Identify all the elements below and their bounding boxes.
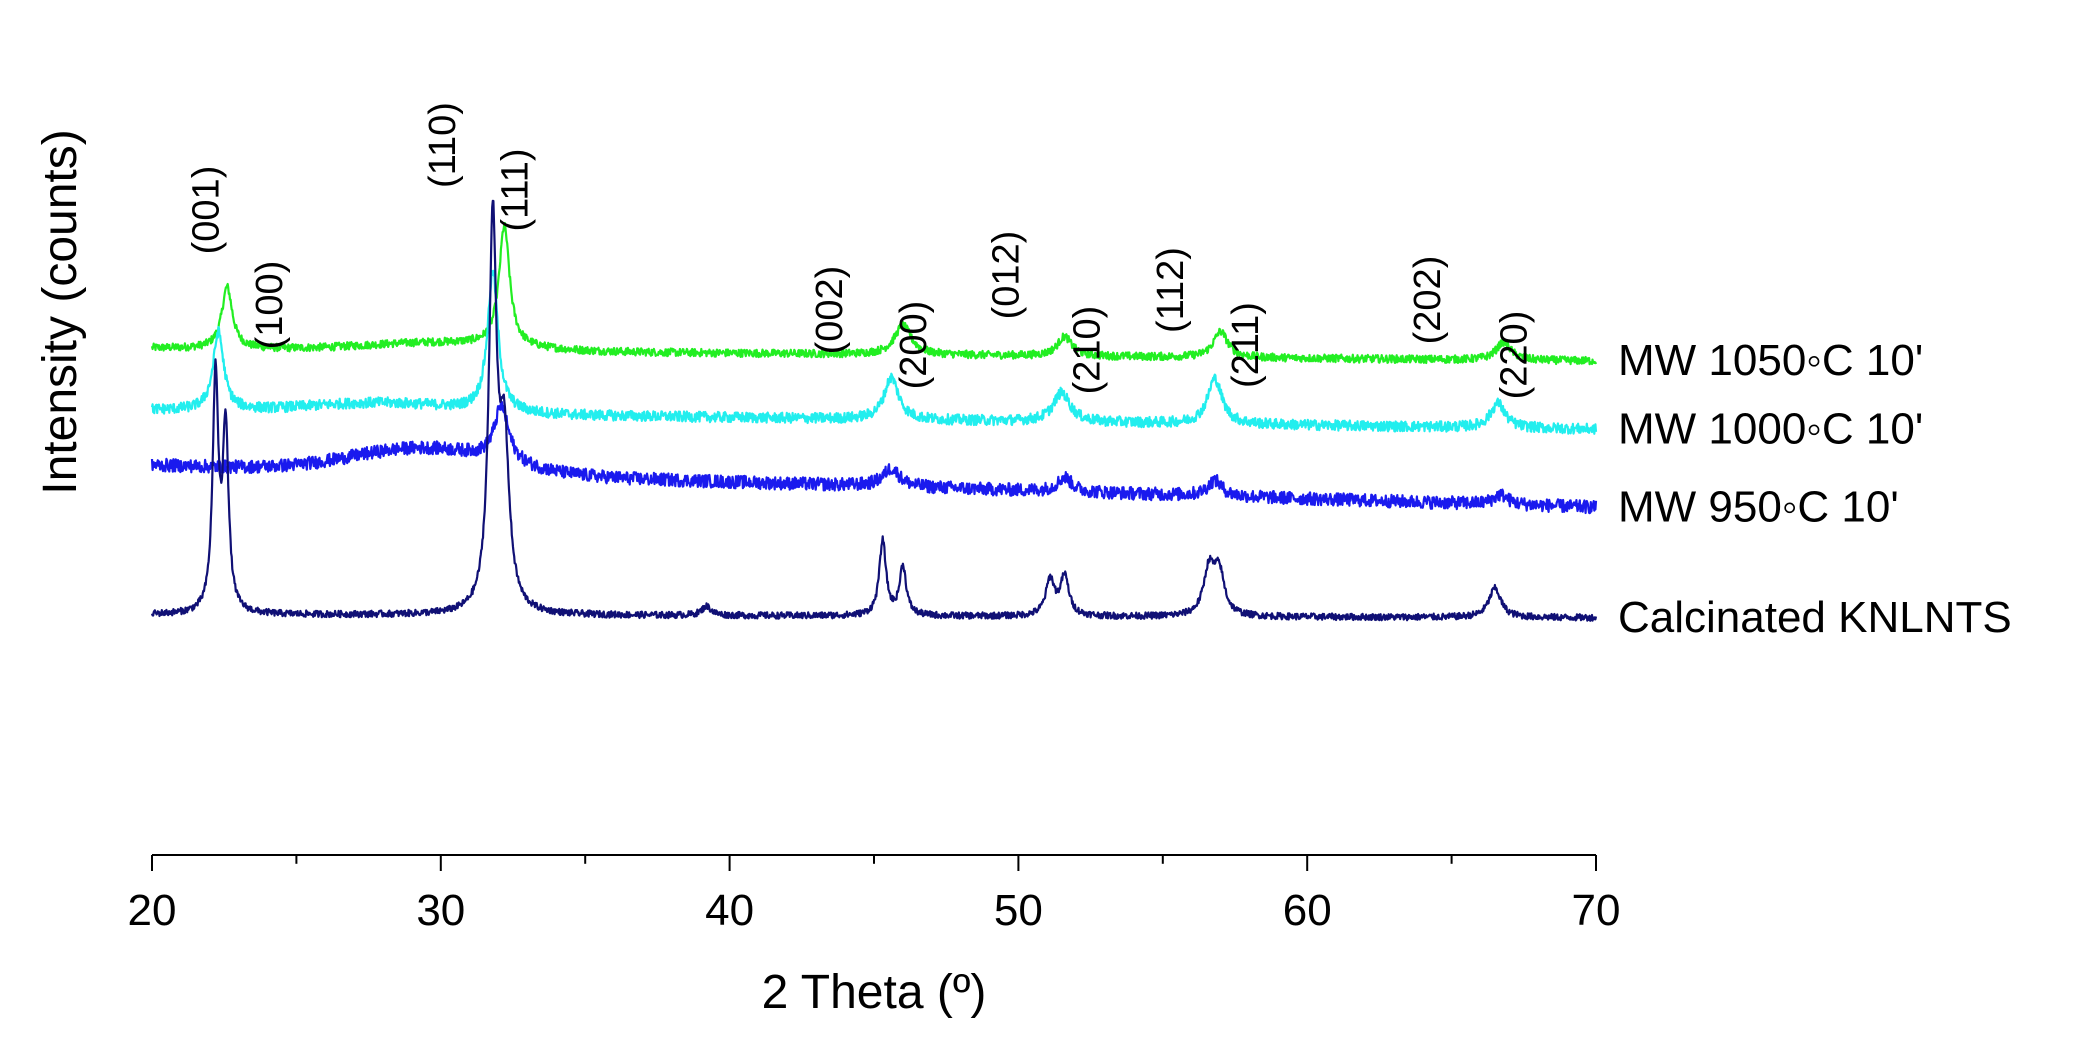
series-label-0: MW 1050◦C 10' bbox=[1618, 336, 1923, 385]
peak-label: (001) bbox=[185, 166, 227, 255]
series-line-0 bbox=[150, 222, 1598, 366]
x-tick-label: 70 bbox=[1572, 886, 1621, 935]
x-axis-label: 2 Theta (º) bbox=[762, 966, 987, 1019]
peak-label: (210) bbox=[1066, 306, 1108, 395]
peak-label: (100) bbox=[249, 261, 291, 350]
y-axis-label: Intensity (counts) bbox=[34, 129, 87, 494]
x-tick-label: 60 bbox=[1283, 886, 1332, 935]
series-line-3 bbox=[150, 199, 1598, 622]
series-labels: MW 1050◦C 10' MW 1000◦C 10' MW 950◦C 10' Ca… bbox=[1618, 336, 2012, 642]
x-tick-label: 40 bbox=[705, 886, 754, 935]
peak-label: (211) bbox=[1225, 302, 1267, 388]
series-line-2 bbox=[150, 401, 1598, 515]
peak-label: (110) bbox=[422, 102, 464, 188]
x-tick-label: 30 bbox=[416, 886, 465, 935]
x-tick-label: 50 bbox=[994, 886, 1043, 935]
peak-label: (202) bbox=[1407, 256, 1449, 345]
series-line-1 bbox=[150, 269, 1598, 435]
peak-label: (002) bbox=[809, 266, 851, 355]
series-label-3: Calcinated KNLNTS bbox=[1618, 593, 2012, 642]
x-tick-label: 20 bbox=[128, 886, 177, 935]
peak-label: (112) bbox=[1150, 247, 1192, 333]
peak-label: (012) bbox=[985, 231, 1027, 320]
peak-label: (200) bbox=[893, 301, 935, 390]
peak-labels: (001) (100) (110) (111) (002) (200) (012) (210)… bbox=[185, 102, 1535, 399]
series-label-1: MW 1000◦C 10' bbox=[1618, 404, 1923, 453]
series-label-2: MW 950◦C 10' bbox=[1618, 482, 1899, 531]
peak-label: (220) bbox=[1494, 311, 1536, 400]
x-axis: 20 30 40 50 60 70 bbox=[128, 854, 1621, 935]
plot-area bbox=[150, 199, 1598, 622]
peak-label: (111) bbox=[494, 148, 536, 231]
